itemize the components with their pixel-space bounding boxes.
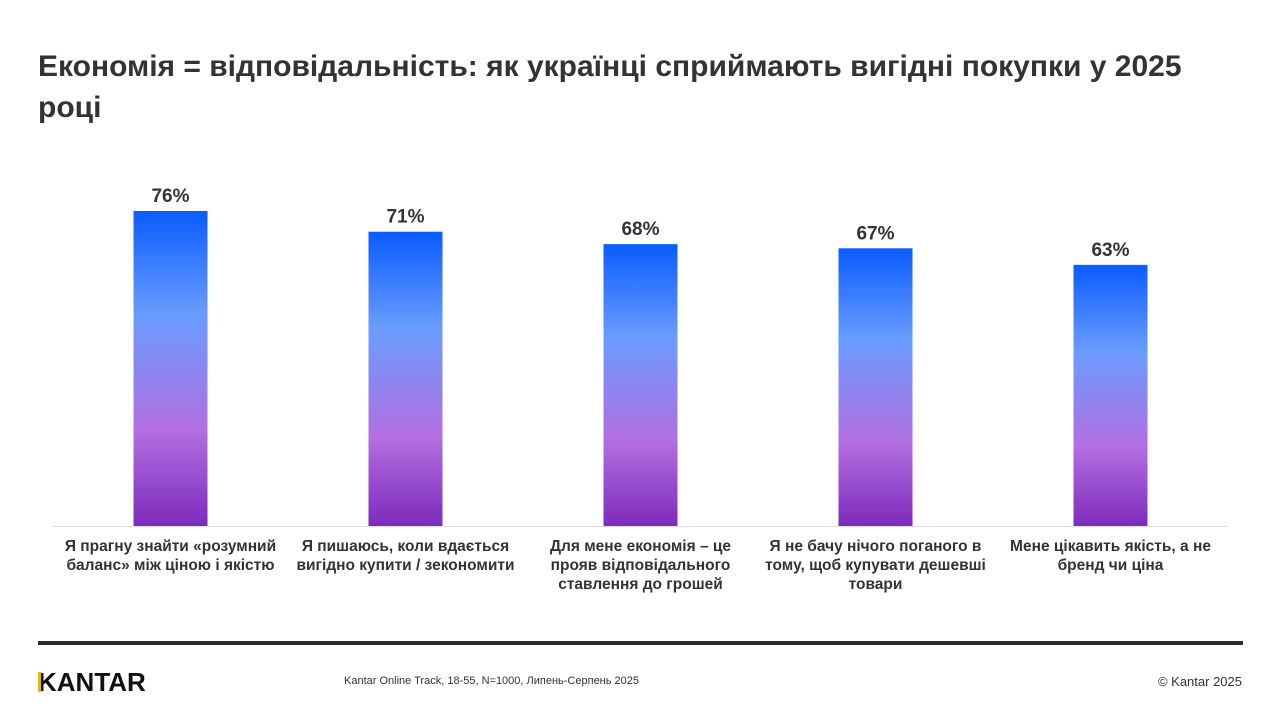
data-label: 67% bbox=[856, 223, 894, 244]
category-label: Я не бачу нічого поганого в тому, щоб ку… bbox=[765, 538, 986, 593]
data-label: 76% bbox=[151, 186, 189, 207]
bar bbox=[838, 248, 913, 526]
category-label: Мене цікавить якість, а не бренд чи ціна bbox=[1010, 538, 1211, 574]
bar bbox=[1073, 264, 1148, 526]
footer-divider bbox=[38, 641, 1243, 645]
source-note: Kantar Online Track, 18-55, N=1000, Липе… bbox=[344, 675, 640, 687]
page-title: Економія = відповідальність: як українці… bbox=[38, 50, 1182, 124]
bar bbox=[133, 210, 208, 527]
category-label: Для мене економія – це прояв відповідаль… bbox=[549, 538, 732, 593]
data-label: 63% bbox=[1091, 240, 1129, 261]
bar bbox=[368, 231, 443, 526]
bar bbox=[603, 244, 678, 526]
category-label: Я пишаюсь, коли вдається вигідно купити … bbox=[296, 538, 515, 574]
kantar-logo: KANTAR bbox=[38, 667, 146, 697]
data-label: 71% bbox=[386, 207, 424, 228]
data-label: 68% bbox=[621, 219, 659, 240]
category-label: Я прагну знайти «розумний баланс» між ці… bbox=[64, 538, 277, 574]
copyright: © Kantar 2025 bbox=[1157, 674, 1242, 689]
